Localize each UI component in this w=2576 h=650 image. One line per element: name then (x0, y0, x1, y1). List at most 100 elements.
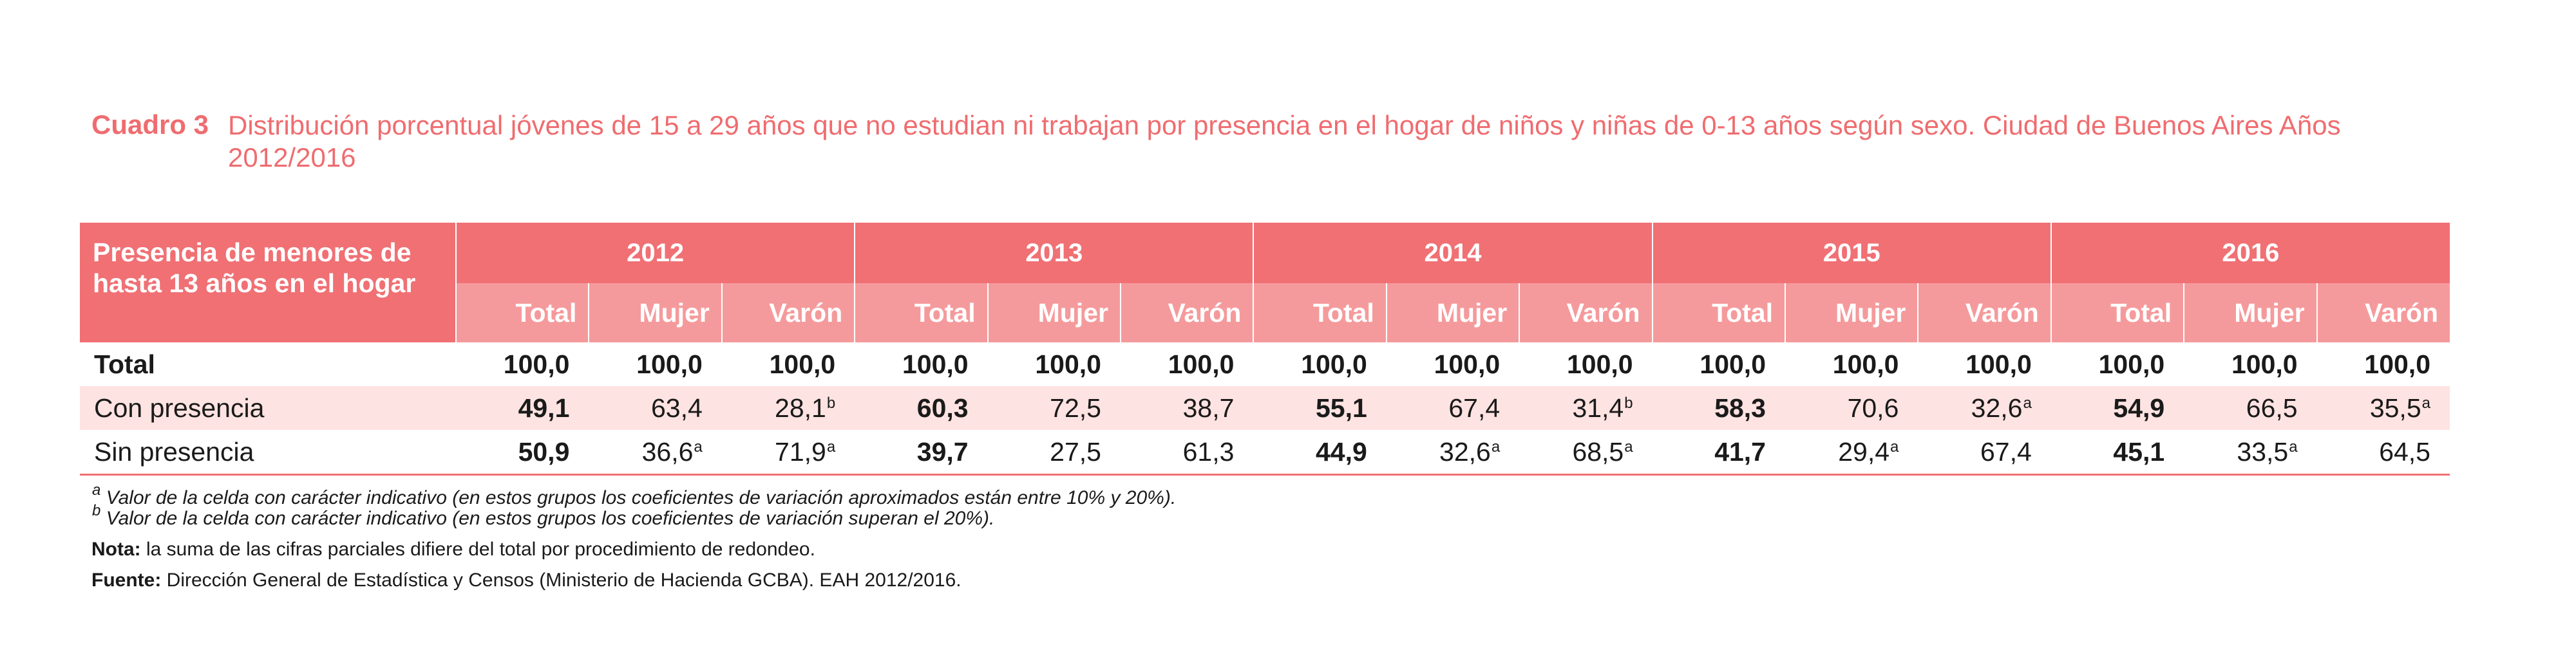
sub-header-varon: Varón (1119, 283, 1254, 342)
table-cell: 31,4b (1519, 386, 1653, 430)
table-cell: 33,5a (2184, 430, 2317, 476)
cell-value: 100,0 (2231, 349, 2298, 379)
cell-value: 100,0 (1832, 349, 1899, 379)
table-cell: 64,5 (2316, 430, 2450, 476)
table-cell: 54,9 (2050, 386, 2184, 430)
cell-value: 100,0 (2364, 349, 2430, 379)
cell-value: 32,6 (1439, 436, 1491, 467)
sub-header-mujer: Mujer (1784, 283, 1918, 342)
table-cell: 49,1 (456, 386, 589, 430)
cell-footnote-mark: a (1624, 438, 1633, 456)
cell-value: 70,6 (1847, 393, 1899, 423)
footnote-b: b Valor de la celda con carácter indicat… (91, 503, 2410, 529)
cell-value: 61,3 (1182, 436, 1235, 467)
cell-value: 41,7 (1714, 436, 1766, 467)
cell-value: 100,0 (636, 349, 703, 379)
table-cell: 58,3 (1652, 386, 1785, 430)
table-cell: 100,0 (722, 342, 855, 386)
table-cell: 100,0 (2317, 342, 2450, 386)
cell-value: 67,4 (1448, 393, 1501, 423)
cell-value: 38,7 (1182, 393, 1235, 423)
cell-value: 31,4 (1572, 393, 1624, 423)
row-sin-presencia: Sin presencia 50,9 36,6a 71,9a 39,7 27,5 61,3 4… (80, 430, 2450, 476)
table-cell: 67,4 (1386, 386, 1520, 430)
cell-value: 58,3 (1714, 393, 1766, 423)
table-title-text: Distribución porcentual jóvenes de 15 a … (228, 110, 2341, 172)
cell-value: 100,0 (902, 349, 969, 379)
table-cell: 61,3 (1120, 430, 1254, 476)
cell-value: 50,9 (518, 436, 570, 467)
cell-value: 100,0 (1567, 349, 1633, 379)
table-cell: 41,7 (1652, 430, 1785, 476)
table-cell: 45,1 (2050, 430, 2184, 476)
cell-value: 100,0 (1035, 349, 1101, 379)
cell-value: 29,4 (1838, 436, 1890, 467)
sub-header-total: Total (1651, 283, 1785, 342)
cell-value: 27,5 (1050, 436, 1101, 467)
cell-footnote-mark: a (1890, 438, 1899, 456)
cell-value: 72,5 (1050, 393, 1101, 423)
cell-value: 100,0 (1434, 349, 1501, 379)
sub-header-row: Total Mujer Varón Total Mujer Varón Tota… (80, 283, 2450, 342)
cell-value: 71,9 (775, 436, 826, 467)
table-cell: 38,7 (1120, 386, 1254, 430)
table-cell: 50,9 (456, 430, 589, 476)
table-cell: 32,6a (1918, 386, 2051, 430)
table-cell: 36,6a (589, 430, 722, 476)
table-cell: 71,9a (721, 430, 855, 476)
cell-footnote-mark: a (2023, 394, 2032, 412)
sub-header-total: Total (854, 283, 988, 342)
cell-value: 60,3 (916, 393, 969, 423)
table-cell: 29,4a (1785, 430, 1918, 476)
year-header-row: Presencia de menores de hasta 13 años en… (80, 223, 2450, 342)
table-cell: 100,0 (2051, 342, 2184, 386)
table-cell: 100,0 (855, 342, 987, 386)
source: Fuente: Dirección General de Estadística… (91, 570, 2410, 591)
table-cell: 100,0 (1121, 342, 1253, 386)
cell-footnote-mark: a (826, 438, 836, 456)
footnote-a-text: Valor de la celda con carácter indicativ… (106, 487, 1177, 508)
table-cell: 100,0 (1519, 342, 1652, 386)
table-body: Total 100,0 100,0 100,0 100,0 100,0 100,0 100,0… (80, 342, 2450, 476)
note: Nota: la suma de las cifras parciales di… (91, 539, 2410, 560)
cell-value: 32,6 (1971, 393, 2023, 423)
note-text: la suma de las cifras parciales difiere … (146, 539, 815, 560)
cell-value: 100,0 (1301, 349, 1367, 379)
row-label: Total (94, 349, 155, 379)
stub-header: Presencia de menores de hasta 13 años en… (80, 223, 456, 342)
table-cell: 70,6 (1785, 386, 1918, 430)
year-header: 2015 (1651, 223, 2051, 283)
source-label: Fuente: (91, 570, 162, 591)
footnote-a: a Valor de la celda con carácter indicat… (91, 483, 2410, 508)
year-header: 2016 (2050, 223, 2450, 283)
data-table: Presencia de menores de hasta 13 años en… (80, 223, 2450, 476)
cell-value: 68,5 (1572, 436, 1624, 467)
table-cell: 35,5a (2316, 386, 2450, 430)
table-cell: 100,0 (988, 342, 1121, 386)
cell-value: 44,9 (1315, 436, 1367, 467)
table-cell: 39,7 (855, 430, 988, 476)
table-cell: 100,0 (456, 342, 589, 386)
note-label: Nota: (91, 539, 141, 560)
cell-value: 39,7 (916, 436, 969, 467)
cell-footnote-mark: a (2421, 394, 2430, 412)
table-cell: 32,6a (1386, 430, 1520, 476)
footnotes: a Valor de la celda con carácter indicat… (91, 483, 2410, 591)
table-cell: 100,0 (2184, 342, 2316, 386)
table-cell: 60,3 (855, 386, 988, 430)
footnote-b-text: Valor de la celda con carácter indicativ… (106, 508, 995, 529)
table-cell: 27,5 (987, 430, 1121, 476)
cell-value: 54,9 (2113, 393, 2165, 423)
cell-value: 63,4 (650, 393, 703, 423)
sub-header-mujer: Mujer (987, 283, 1121, 342)
cell-value: 55,1 (1315, 393, 1367, 423)
cell-value: 100,0 (769, 349, 836, 379)
row-label: Sin presencia (80, 430, 456, 476)
row-con-presencia: Con presencia 49,1 63,4 28,1b 60,3 72,5 38,7 55… (80, 386, 2450, 430)
table-cell: 68,5a (1519, 430, 1653, 476)
table-cell: 28,1b (721, 386, 855, 430)
sub-header-mujer: Mujer (588, 283, 722, 342)
cell-footnote-mark: a (694, 438, 703, 456)
table-cell: 100,0 (1785, 342, 1918, 386)
cell-footnote-mark: b (826, 394, 836, 412)
